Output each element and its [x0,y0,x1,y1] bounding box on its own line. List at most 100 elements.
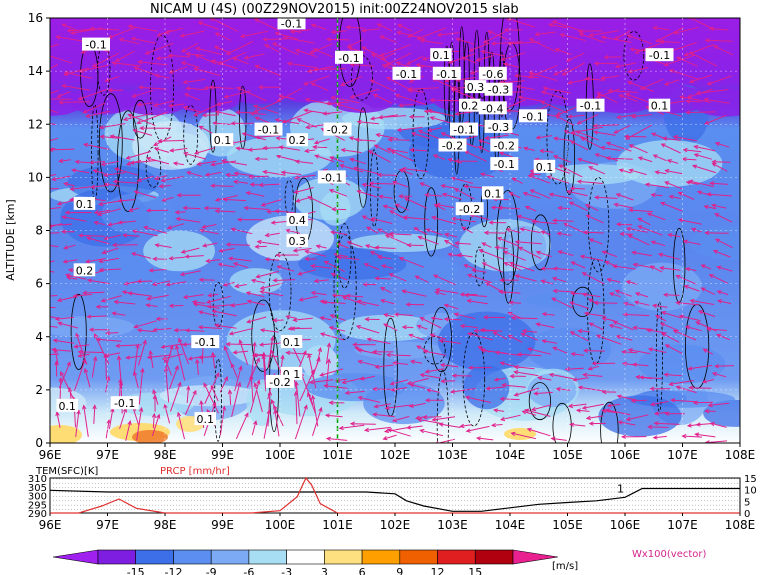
wind-arrow [580,137,602,149]
wind-arrow [350,158,367,165]
wind-arrow [538,377,552,381]
wind-arrowhead [99,134,105,140]
wind-arrow [389,273,407,282]
wind-arrowhead [677,218,683,223]
wind-arrow [185,329,205,332]
contour-label-bg [56,398,78,412]
wind-arrowhead [230,362,235,368]
wind-arrow [91,184,109,188]
wind-arrowhead [637,225,643,230]
wind-arrowhead [69,197,75,202]
wind-arrowhead [374,364,380,369]
wind-arrowhead [594,153,600,158]
wind-arrowhead [155,55,161,61]
wind-arrow [660,202,683,212]
wind-arrow [433,154,446,160]
wind-arrowhead [703,120,710,125]
wind-arrowhead [652,154,658,159]
wind-arrowhead [153,141,159,146]
wind-arrowhead [130,252,137,257]
wind-arrowhead [310,264,316,269]
wind-arrowhead [328,326,334,331]
wind-arrowhead [329,314,335,319]
wind-arrowhead [465,428,471,433]
wind-arrow [397,24,413,32]
wind-arrowhead [659,322,665,327]
wind-arrow [631,114,652,118]
wind-arrow [375,277,391,280]
wind-arrow [164,27,184,34]
colorbar-segment [474,549,514,565]
wind-arrowhead [692,400,698,405]
wind-arrowhead [516,214,522,219]
wind-arrowhead [197,355,203,360]
wind-arrowhead [364,244,371,249]
wind-arrow [528,174,551,184]
wind-arrowhead [450,216,456,222]
wind-arrow [523,192,541,199]
wind-arrow [164,358,173,376]
wind-arrowhead [54,316,60,322]
wind-arrowhead [313,67,319,72]
wind-arrow [387,148,408,154]
wind-arrowhead [688,179,694,184]
wind-arrow [628,234,650,246]
contour-label-bg [464,80,487,94]
wind-arrow [541,230,551,236]
wind-arrowhead [54,360,59,366]
wind-arrowhead [160,177,166,183]
wind-arrow [362,28,380,32]
wind-arrowhead [368,181,374,186]
wind-arrowhead [653,411,659,416]
wind-arrowhead [396,30,402,36]
wind-arrowhead [89,26,95,32]
wind-arrow [648,426,669,428]
wind-arrowhead [377,228,383,233]
wind-arrow [466,425,490,432]
wind-arrowhead [304,249,310,254]
wind-arrow [465,294,488,297]
wind-arrowhead [556,231,562,237]
wind-arrow [362,183,382,189]
wind-arrowhead [682,147,688,153]
colorbar-segment [173,549,212,565]
wind-arrow [105,354,107,381]
wind-arrowhead [208,85,214,90]
wind-arrow [216,100,233,106]
wind-arrowhead [384,405,390,410]
wind-arrowhead [152,327,158,332]
wind-arrow [703,348,714,355]
wind-arrowhead [508,192,514,197]
wind-arrowhead [244,412,249,418]
wind-arrowhead [689,79,695,84]
wind-arrow [689,51,717,67]
wind-arrowhead [659,266,665,271]
wind-arrowhead [198,125,204,130]
wind-arrowhead [98,267,104,273]
wind-arrow [606,157,633,160]
wind-arrowhead [487,30,493,35]
colorbar-unit: [m/s] [552,561,578,572]
wind-arrowhead [36,313,40,316]
wind-arrow [177,412,185,440]
wind-arrow [312,357,320,378]
colorbar-segment [324,549,363,565]
wind-arrowhead [469,70,475,75]
wind-arrow [186,386,189,403]
wind-arrow [485,134,509,139]
wind-arrowhead [296,118,302,123]
contour-oval [474,246,485,287]
wind-arrow [236,87,267,102]
wind-arrowhead [559,33,565,38]
wind-arrow [128,25,158,32]
wind-arrowhead [58,100,64,105]
wind-arrow [614,30,631,40]
wind-arrowhead [655,315,661,320]
x-tick-label: 106E [610,448,641,462]
wind-arrow [570,331,589,342]
contour-oval [530,214,551,271]
wind-arrow [543,87,571,94]
wind-arrowhead [683,52,689,57]
wind-arrow [578,386,604,392]
wind-arrowhead [33,97,37,100]
